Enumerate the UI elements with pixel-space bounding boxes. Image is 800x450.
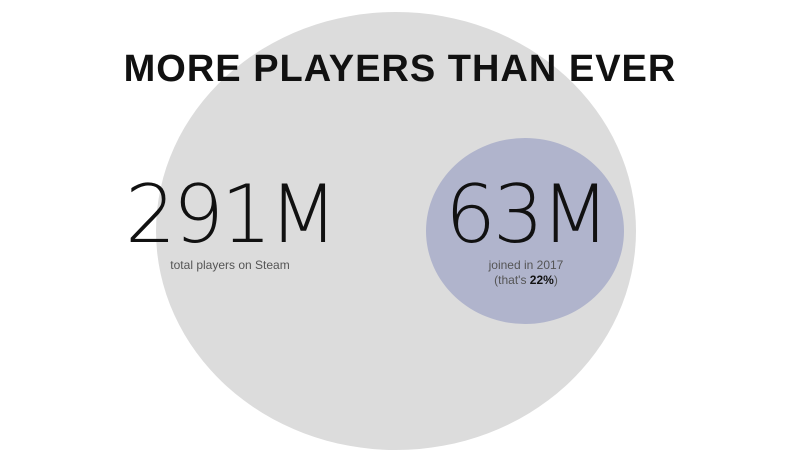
joined-2017-circle	[426, 138, 624, 324]
total-players-value: 291M	[125, 168, 338, 261]
total-players-stat: 291M total players on Steam	[110, 172, 350, 273]
share-suffix: )	[553, 273, 558, 287]
share-prefix: (that's	[494, 273, 530, 287]
joined-2017-value: 63M	[445, 168, 610, 261]
share-value: 22%	[529, 273, 554, 287]
joined-share-caption: (that's 22%)	[416, 273, 636, 288]
total-players-label: total players on Steam	[170, 258, 290, 272]
joined-2017-label: joined in 2017	[488, 258, 564, 272]
infographic-title: MORE PLAYERS THAN EVER	[123, 48, 677, 90]
joined-2017-stat: 63M joined in 2017 (that's 22%)	[416, 172, 636, 288]
